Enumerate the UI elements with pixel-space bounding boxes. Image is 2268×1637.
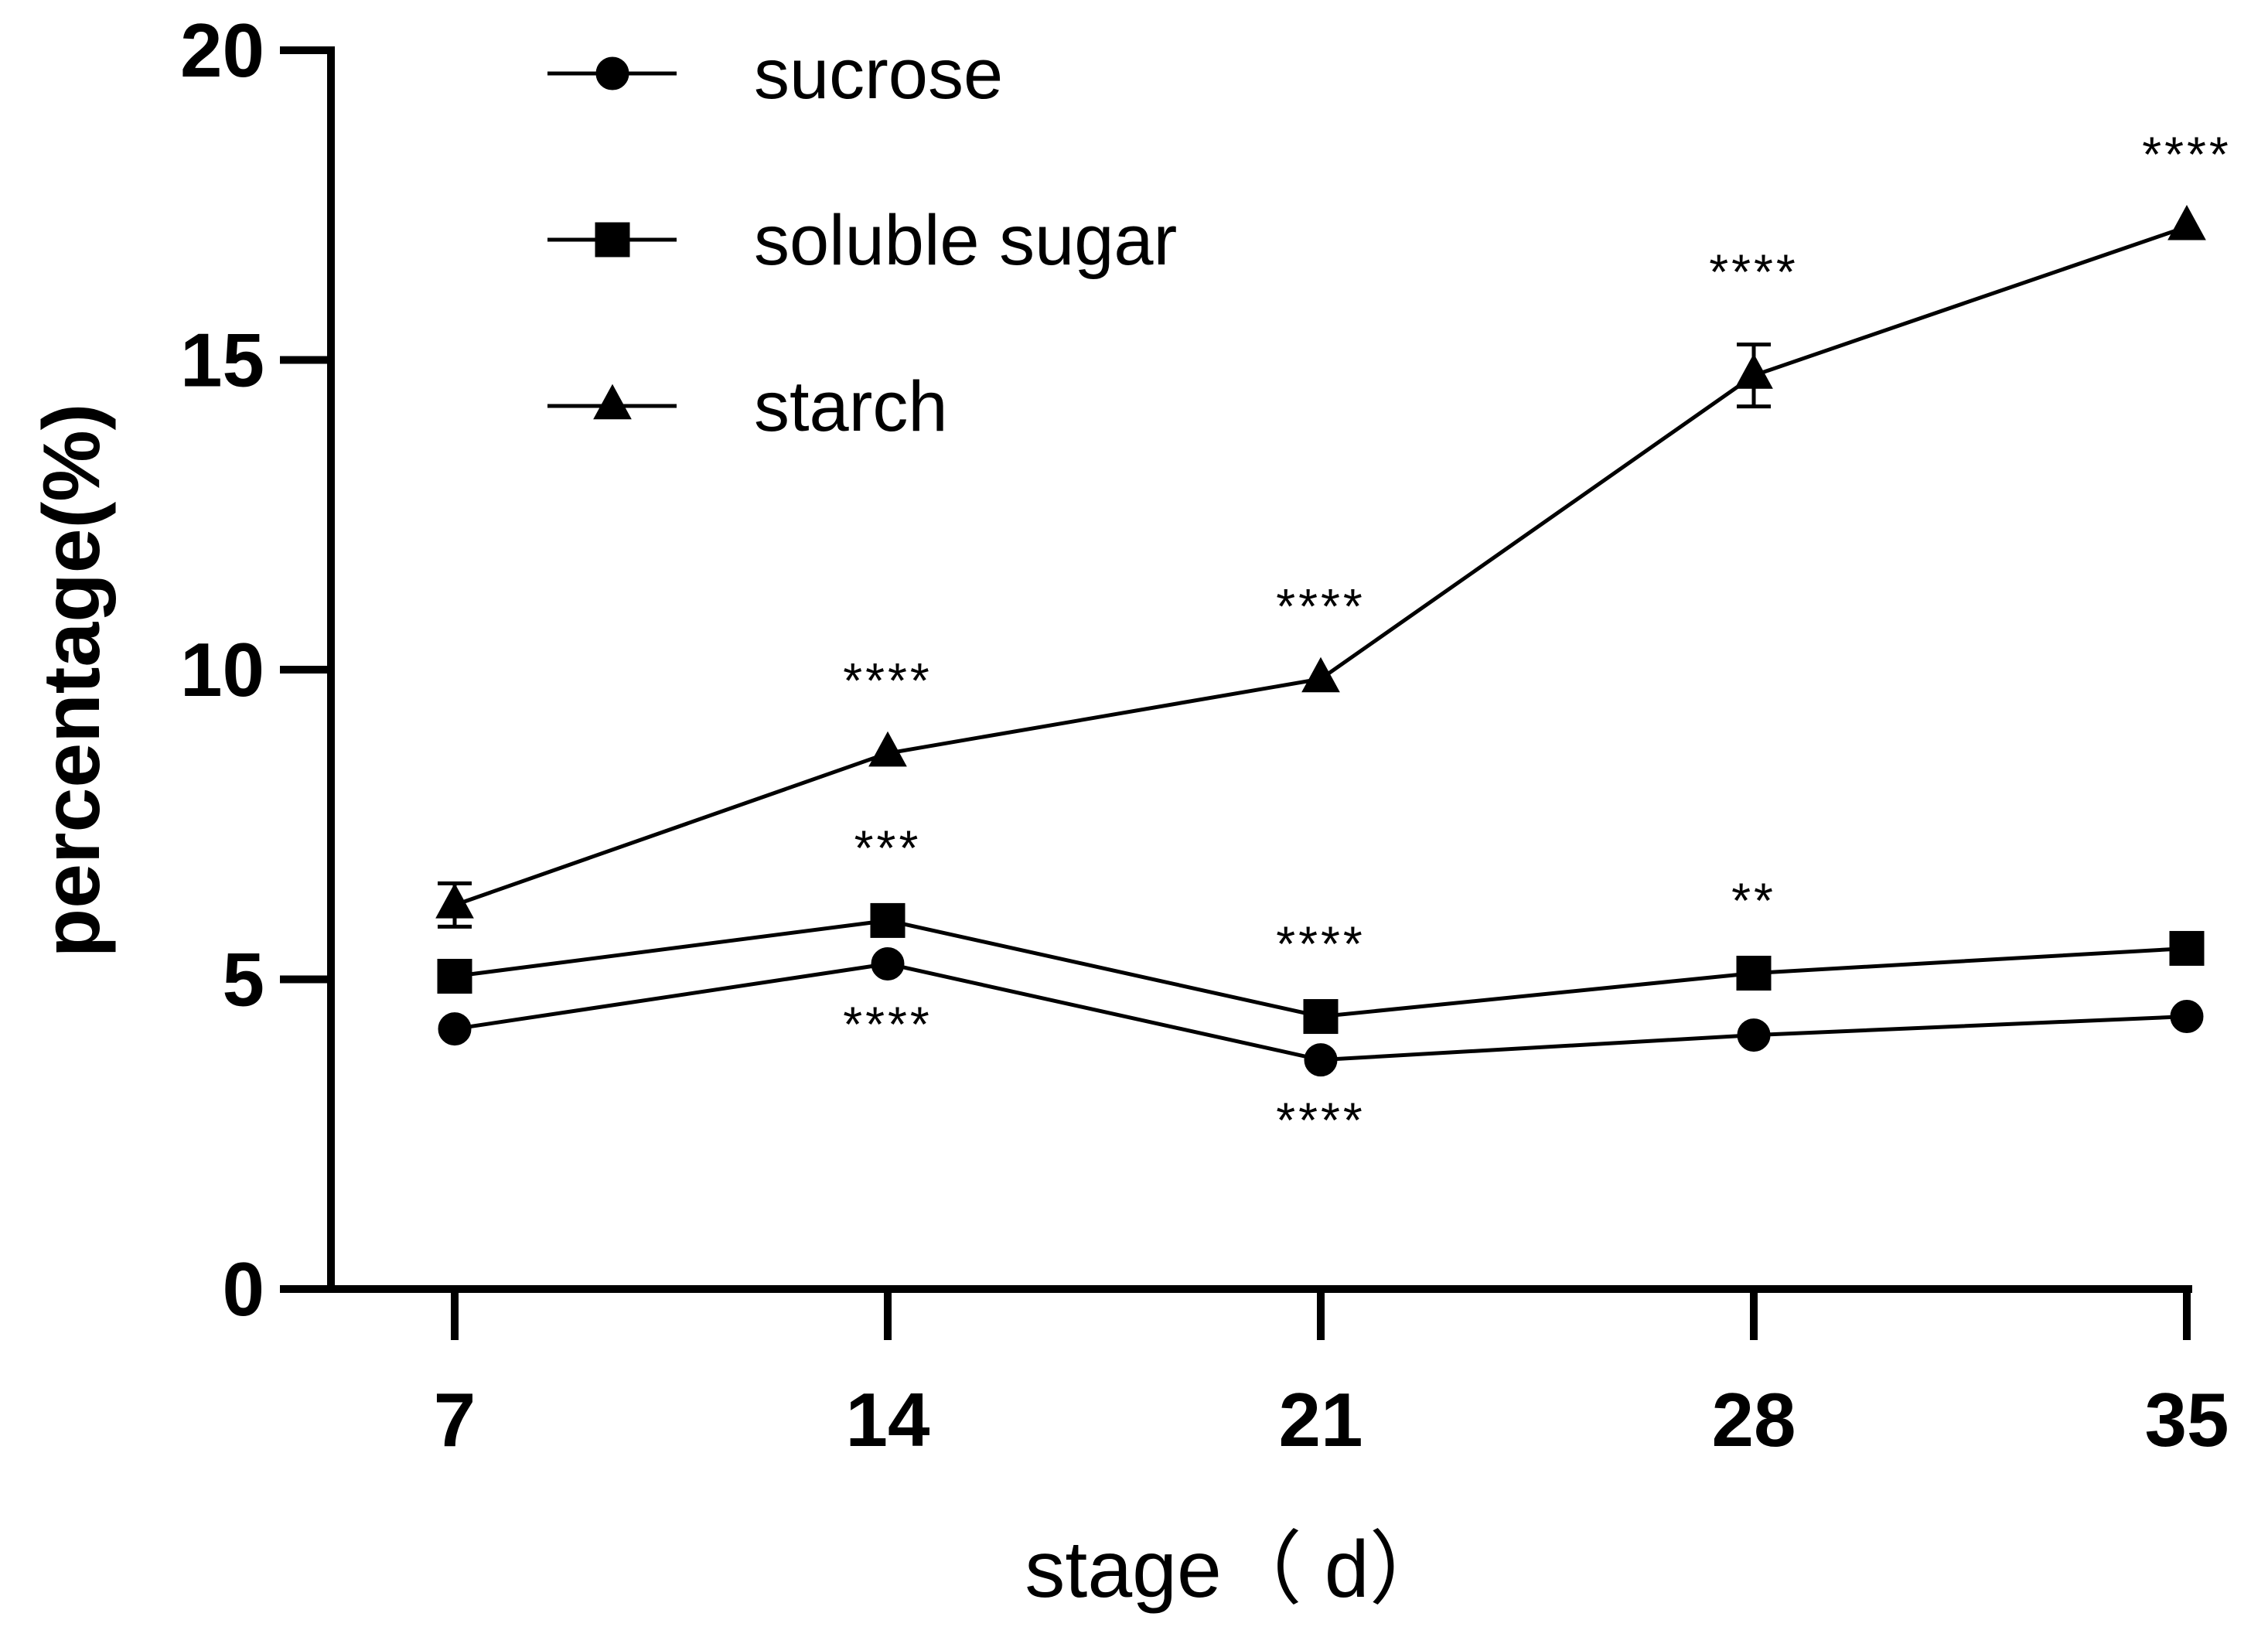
y-tick-label: 0 — [222, 1247, 264, 1332]
x-ticks: 7 14 21 28 35 — [434, 1289, 2229, 1462]
x-axis-title: stage（ d） — [1025, 1525, 1449, 1615]
legend-entry: soluble sugar — [547, 201, 1177, 280]
data-point — [2167, 204, 2206, 240]
legend: sucrose soluble sugar starch — [547, 35, 1177, 446]
x-tick-label: 35 — [2144, 1377, 2229, 1462]
significance-label: **** — [1276, 916, 1366, 972]
significance-label: **** — [843, 653, 933, 708]
data-point — [1736, 955, 1772, 991]
series-sucrose — [438, 946, 2204, 1077]
significance-label: **** — [1276, 578, 1366, 634]
data-point — [868, 731, 907, 767]
significance-label: **** — [843, 996, 933, 1052]
legend-label: starch — [754, 367, 948, 446]
series-layer — [435, 204, 2206, 1077]
legend-entry: starch — [547, 367, 948, 446]
significance-label: ** — [1731, 872, 1776, 928]
legend-marker — [593, 384, 632, 420]
y-tick-label: 20 — [180, 8, 264, 93]
data-point — [1303, 999, 1339, 1035]
series-starch — [435, 204, 2206, 929]
x-tick-label: 7 — [434, 1377, 476, 1462]
data-point — [1304, 1043, 1338, 1077]
series-line — [454, 224, 2188, 907]
x-tick-label: 14 — [845, 1377, 929, 1462]
data-point — [1301, 657, 1340, 693]
significance-label: **** — [1276, 1093, 1366, 1148]
series-soluble-sugar — [437, 902, 2205, 1035]
data-point — [871, 946, 905, 980]
data-point — [435, 883, 474, 919]
data-point — [1737, 1018, 1771, 1052]
legend-label: soluble sugar — [754, 201, 1177, 280]
legend-marker — [595, 56, 629, 90]
significance-label: *** — [854, 820, 922, 875]
data-point — [2170, 1000, 2204, 1034]
legend-entry: sucrose — [547, 35, 1003, 114]
data-point — [438, 1012, 472, 1046]
y-tick-label: 5 — [222, 937, 264, 1022]
data-point — [437, 958, 472, 994]
data-point — [870, 902, 905, 938]
y-tick-label: 10 — [180, 627, 264, 712]
x-tick-label: 21 — [1278, 1377, 1363, 1462]
y-tick-label: 15 — [180, 318, 264, 403]
data-point — [1734, 353, 1773, 389]
legend-marker — [595, 222, 630, 257]
y-axis-title: percentage(%) — [27, 404, 117, 958]
significance-label: **** — [2142, 126, 2232, 182]
y-ticks: 0 5 10 15 20 — [180, 8, 331, 1332]
x-tick-label: 28 — [1711, 1377, 1796, 1462]
significance-layer: ********************************* — [843, 126, 2232, 1148]
data-point — [2169, 930, 2205, 966]
significance-label: **** — [1709, 244, 1799, 299]
legend-label: sucrose — [754, 35, 1003, 114]
